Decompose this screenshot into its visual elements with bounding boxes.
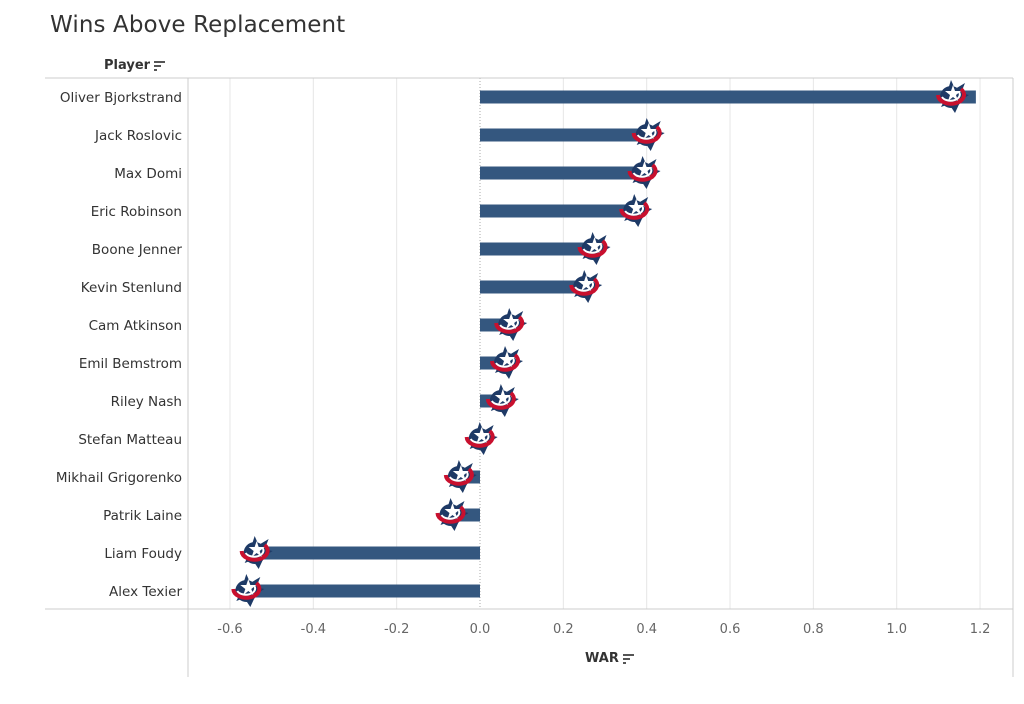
x-tick-label: 0.0 xyxy=(470,622,491,637)
bar[interactable] xyxy=(246,546,480,560)
bar[interactable] xyxy=(480,90,976,104)
player-label[interactable]: Mikhail Grigorenko xyxy=(56,470,182,486)
team-logo-icon xyxy=(569,268,605,305)
player-label[interactable]: Emil Bemstrom xyxy=(79,356,182,372)
player-label[interactable]: Oliver Bjorkstrand xyxy=(60,90,182,106)
team-logo-icon xyxy=(435,496,471,533)
player-label[interactable]: Boone Jenner xyxy=(92,242,183,258)
x-tick-label: 1.2 xyxy=(970,622,991,637)
bar[interactable] xyxy=(480,128,647,142)
player-label[interactable]: Eric Robinson xyxy=(91,204,182,220)
x-tick-label: -0.6 xyxy=(217,622,242,637)
row-header-player[interactable]: Player xyxy=(104,58,166,73)
player-label[interactable]: Patrik Laine xyxy=(103,508,182,524)
x-axis-label: WAR xyxy=(585,651,619,666)
sort-icon[interactable] xyxy=(154,60,166,71)
player-label[interactable]: Riley Nash xyxy=(111,394,182,410)
team-logo-icon xyxy=(631,116,667,153)
x-tick-label: -0.2 xyxy=(384,622,409,637)
team-logo-icon xyxy=(627,154,663,191)
x-tick-label: 0.4 xyxy=(636,622,657,637)
row-header-label: Player xyxy=(104,58,151,73)
player-label[interactable]: Kevin Stenlund xyxy=(81,280,182,296)
x-tick-label: 1.0 xyxy=(886,622,907,637)
team-logo-icon xyxy=(443,458,479,495)
team-logo-icon xyxy=(231,572,267,609)
bar[interactable] xyxy=(480,280,585,294)
team-logo-icon xyxy=(936,78,971,115)
sort-icon[interactable] xyxy=(622,653,635,664)
team-logo-icon xyxy=(239,534,275,571)
team-logo-icon xyxy=(464,420,500,457)
team-logo-icon xyxy=(485,382,521,419)
player-label[interactable]: Liam Foudy xyxy=(104,546,182,562)
player-label[interactable]: Stefan Matteau xyxy=(78,432,182,448)
x-tick-label: 0.8 xyxy=(803,622,824,637)
x-tick-label: 0.2 xyxy=(553,622,574,637)
team-logo-icon xyxy=(577,230,613,267)
bar[interactable] xyxy=(238,584,480,598)
team-logo-icon xyxy=(619,192,655,229)
player-label[interactable]: Jack Roslovic xyxy=(94,128,182,144)
player-label[interactable]: Alex Texier xyxy=(109,584,182,600)
bar[interactable] xyxy=(480,166,643,180)
x-tick-label: -0.4 xyxy=(301,622,326,637)
chart-title: Wins Above Replacement xyxy=(50,12,346,38)
bar[interactable] xyxy=(480,242,593,256)
bar[interactable] xyxy=(480,204,635,218)
x-tick-label: 0.6 xyxy=(720,622,741,637)
player-label[interactable]: Max Domi xyxy=(114,166,182,182)
x-axis-title[interactable]: WAR xyxy=(585,651,635,666)
team-logo-icon xyxy=(494,306,530,343)
player-label[interactable]: Cam Atkinson xyxy=(89,318,182,334)
team-logo-icon xyxy=(490,344,526,381)
